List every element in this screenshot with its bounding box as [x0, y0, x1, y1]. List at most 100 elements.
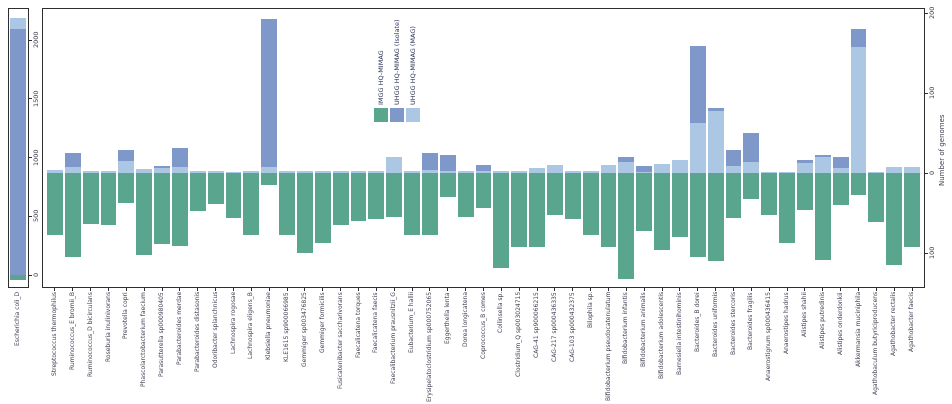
bar-imgg [189, 173, 206, 212]
x-axis-species-label: Phascolarctobacterium faecium [140, 292, 148, 387]
x-axis-species-label: CAG-103 sp000432375 [568, 292, 576, 362]
bar-mag [600, 165, 617, 173]
bar-imgg [386, 173, 403, 217]
bar-imgg [243, 173, 260, 235]
x-axis-tick [304, 288, 306, 291]
x-axis-tick [286, 288, 288, 291]
bar-imgg [671, 173, 688, 237]
bar-mag [457, 170, 474, 173]
facet-bar-mag [10, 17, 26, 30]
bar-mag [261, 167, 278, 173]
bar-imgg [368, 173, 385, 219]
x-axis-tick [143, 288, 145, 291]
x-axis-species-label: Alistipes putredinis [818, 292, 826, 350]
x-axis-species-label: Bacteroides stercoris [729, 292, 737, 356]
x-axis-tick [429, 288, 431, 291]
bar-isolate [171, 148, 188, 168]
bar-mag [100, 170, 117, 173]
facet-x-label: Escherichia coli_D [14, 292, 21, 347]
bar-isolate [475, 165, 492, 172]
x-axis-tick [54, 288, 56, 291]
bar-mag [46, 169, 63, 173]
bar-imgg [457, 173, 474, 217]
bar-mag [511, 170, 528, 173]
main-panel [42, 8, 925, 288]
legend-swatch-uhgg-isolate [390, 108, 404, 122]
bar-imgg [707, 173, 724, 261]
x-axis-species-label: Collinsella sp. [497, 292, 505, 334]
bar-isolate [636, 165, 653, 173]
x-axis-tick [197, 288, 199, 291]
bar-imgg [618, 173, 635, 279]
x-axis-tick [804, 288, 806, 291]
x-axis-species-label: Klebsiella pneumoniae [265, 292, 273, 360]
bar-imgg [904, 173, 921, 247]
bar-imgg [564, 173, 581, 219]
facet-axis-tick [29, 215, 32, 217]
y-axis-tick-label: 100 [928, 86, 936, 100]
x-axis-tick [411, 288, 413, 291]
bar-imgg [314, 173, 331, 244]
bar-isolate [743, 133, 760, 162]
x-axis-tick [447, 288, 449, 291]
bar-mag [546, 165, 563, 173]
x-axis-species-label: Bifidobacterium pseudocatenulatum [604, 292, 612, 402]
bar-mag [439, 171, 456, 173]
bar-imgg [171, 173, 188, 246]
bar-mag [296, 170, 313, 173]
bar-mag [64, 167, 81, 173]
facet-axis-tick-label: 0 [32, 272, 40, 278]
x-axis-tick [161, 288, 163, 291]
bar-isolate [832, 157, 849, 169]
bar-isolate [261, 19, 278, 168]
x-axis-tick [661, 288, 663, 291]
x-axis-species-label: Eubacterium_E hallii [408, 292, 416, 354]
bar-mag [832, 168, 849, 173]
bar-imgg [725, 173, 742, 218]
bar-mag [671, 160, 688, 173]
x-axis-species-label: Roseburia inulinivorans [104, 292, 112, 363]
bar-mag [814, 157, 831, 173]
bar-mag [582, 171, 599, 173]
bar-imgg [118, 173, 135, 204]
facet-axis-tick-label: 500 [32, 210, 40, 223]
bar-mag [332, 170, 349, 173]
x-axis-species-label: Gemmiger sp003476825 [300, 292, 308, 367]
legend-swatch-imgg [374, 108, 388, 122]
x-axis-species-label: Anaerostipes hadrus [783, 292, 791, 354]
bar-mag [350, 171, 367, 173]
bar-mag [404, 171, 421, 173]
bar-isolate [118, 149, 135, 161]
bar-mag [796, 163, 813, 173]
bar-mag [386, 157, 403, 173]
x-axis-tick [643, 288, 645, 291]
x-axis-species-label: Bifidobacterium infantis [622, 292, 630, 364]
legend-swatch-uhgg-mag [406, 108, 420, 122]
bar-mag [189, 170, 206, 173]
x-axis-species-label: Bilophila sp. [586, 292, 594, 329]
x-axis-tick [322, 288, 324, 291]
facet-axis-tick [29, 157, 32, 158]
x-axis-species-label: Ruminococcus_D bicirculans [86, 292, 94, 377]
x-axis-tick [483, 288, 484, 291]
bar-isolate [618, 157, 635, 162]
x-axis-species-label: Akkermansia muciniphila [854, 292, 862, 368]
bar-mag [82, 171, 99, 173]
facet-axis-tick-label: 1500 [32, 90, 40, 108]
bar-mag [904, 167, 921, 173]
bar-isolate [154, 165, 171, 169]
x-axis-tick [768, 288, 770, 291]
x-axis-species-label: Agathobacter faecis [908, 292, 916, 353]
x-axis-tick [875, 288, 877, 291]
x-axis-species-label: Alistipes shahii [800, 292, 808, 337]
facet-bar-imgg [10, 275, 26, 280]
bar-imgg [207, 173, 224, 205]
bar-imgg [886, 173, 903, 265]
x-axis-species-label: Agathobaculum butyriciproducens [872, 292, 880, 396]
x-axis-tick [358, 288, 359, 291]
bar-mag [654, 164, 671, 173]
x-axis-species-label: Bifidobacterium animalis [640, 292, 648, 367]
x-axis-species-label: Ruminococcus_E bromii_B [68, 292, 76, 370]
x-axis-species-label: Lachnospira eligens_B [247, 292, 255, 359]
x-axis-species-label: KLE1615 sp900066985 [283, 292, 291, 362]
